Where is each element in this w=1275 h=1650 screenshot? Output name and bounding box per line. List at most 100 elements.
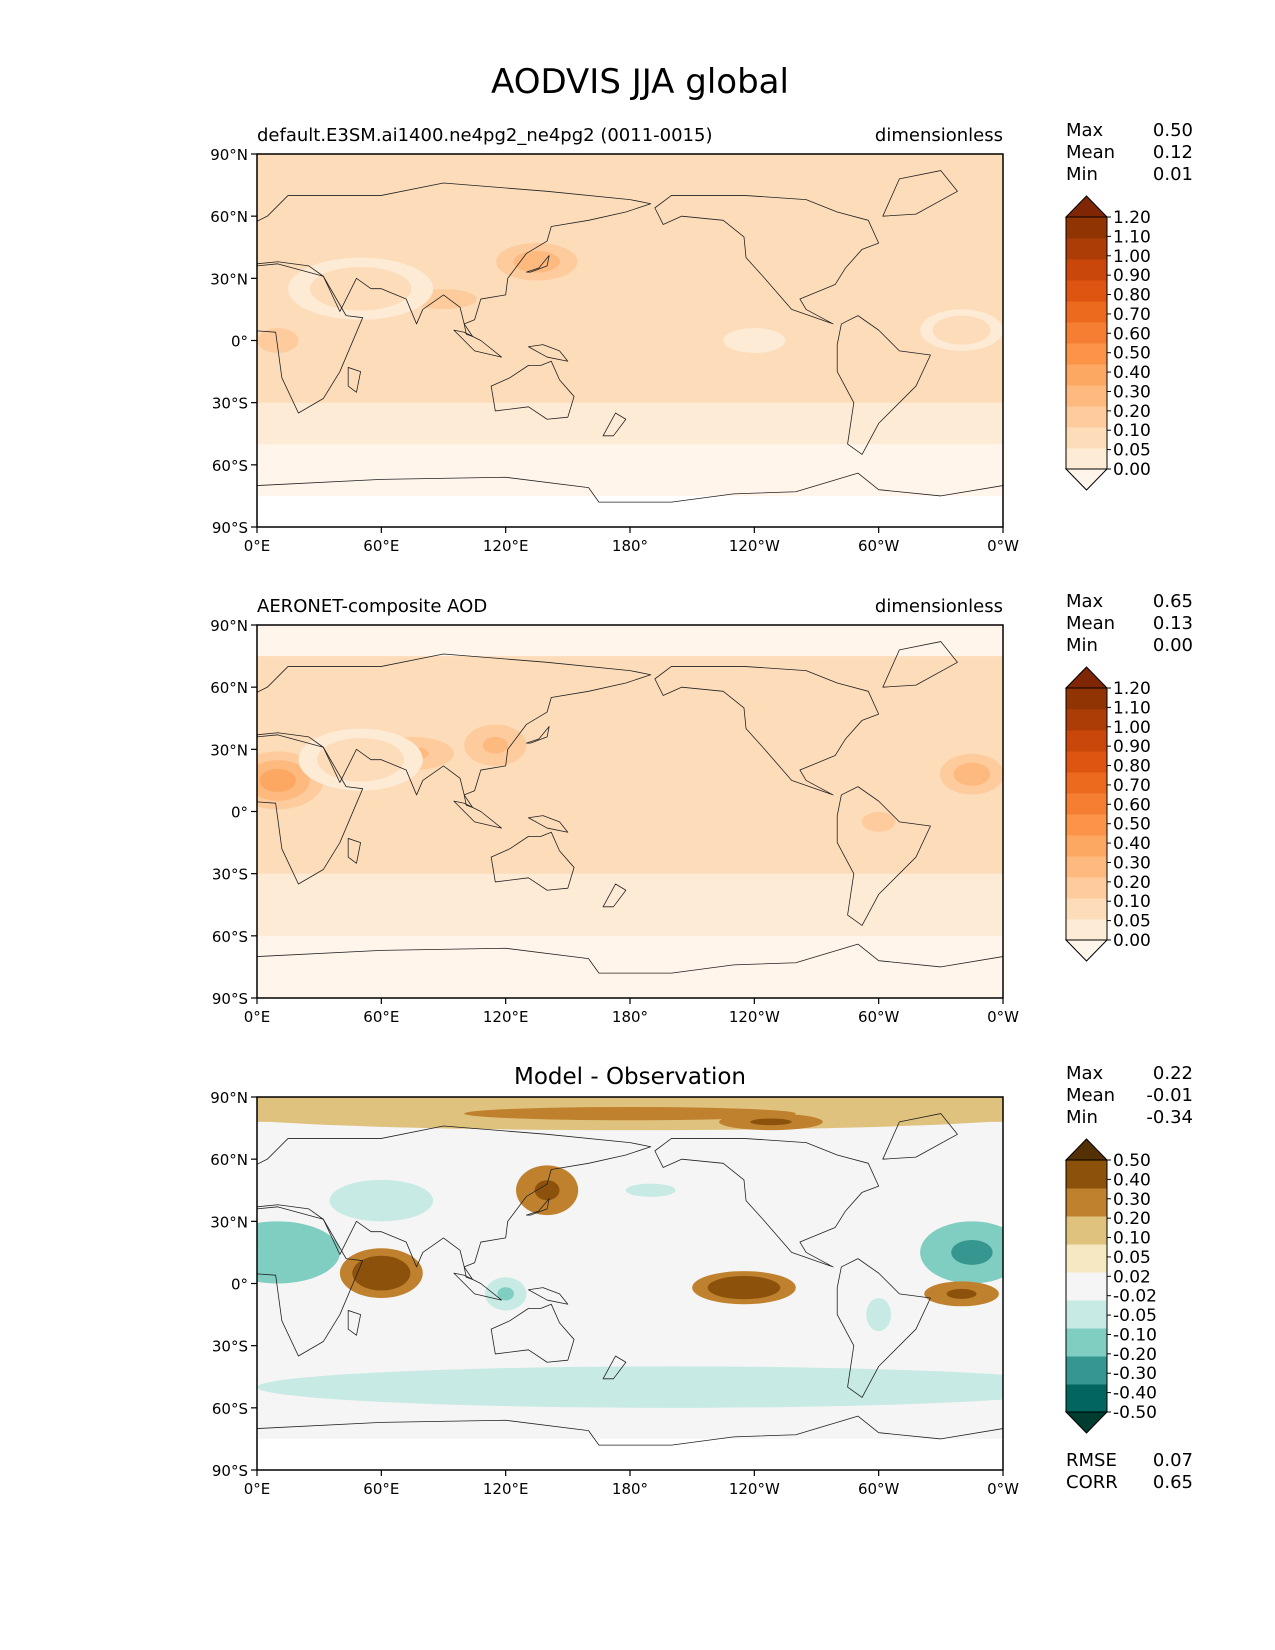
field-contour (862, 811, 896, 832)
colorbar-segment (1066, 238, 1107, 260)
coastline (453, 329, 502, 358)
colorbar-segment (1066, 835, 1107, 857)
colorbar-segment (1066, 448, 1107, 470)
colorbar-segment (1066, 406, 1107, 428)
stat-mean-label: Mean (1066, 1085, 1115, 1106)
colorbar-tick-label: 0.40 (1113, 363, 1151, 383)
y-tick-label: 60°S (212, 457, 248, 475)
field-missing (257, 495, 1003, 527)
colorbar-tick-label: -0.50 (1113, 1403, 1157, 1423)
x-tick-label: 120°E (483, 1008, 529, 1026)
colorbar-segment (1066, 1356, 1107, 1385)
colorbar-tick-label: 0.50 (1113, 815, 1151, 835)
colorbar-tick-label: 0.80 (1113, 757, 1151, 777)
field-missing (257, 1438, 1003, 1470)
coastline (528, 344, 569, 362)
field-contour (464, 1106, 796, 1121)
colorbar-tick-label: 0.30 (1113, 382, 1151, 402)
coastline (463, 794, 473, 808)
colorbar-tick-label: 0.05 (1113, 912, 1151, 932)
x-tick-label: 0°W (987, 1008, 1019, 1026)
colorbar-tick-label: 1.20 (1113, 679, 1151, 699)
colorbar-tick-label: 0.00 (1113, 931, 1151, 951)
colorbar-extend-min (1064, 1411, 1109, 1434)
colorbar-tick-label: 0.05 (1113, 441, 1151, 461)
stat-max-label: Max (1066, 591, 1104, 612)
field-contour (331, 276, 390, 302)
coastline (490, 831, 575, 891)
coastline (347, 1310, 362, 1336)
x-tick-label: 60°W (858, 1008, 900, 1026)
x-tick-label: 60°E (363, 537, 399, 555)
x-tick-label: 0°W (987, 537, 1019, 555)
x-tick-label: 60°E (363, 1008, 399, 1026)
panel-obs-title-right: dimensionless (875, 596, 1003, 617)
colorbar-extend-max (1064, 666, 1109, 689)
colorbar-tick-label: 1.00 (1113, 718, 1151, 738)
colorbar-tick-label: 0.90 (1113, 737, 1151, 757)
figure-title: AODVIS JJA global (491, 62, 789, 102)
coastline (525, 1198, 550, 1216)
field-contour (497, 1287, 514, 1301)
y-tick-label: 90°S (212, 519, 248, 537)
y-tick-label: 60°N (210, 1151, 248, 1169)
colorbar-extend-min (1064, 939, 1109, 962)
stat-mean-value: -0.01 (1146, 1085, 1193, 1106)
panel-model-title-left: default.E3SM.ai1400.ne4pg2_ne4pg2 (0011-… (257, 125, 712, 146)
x-tick-label: 0°W (987, 1480, 1019, 1498)
colorbar-tick-label: 1.00 (1113, 247, 1151, 267)
colorbar-segment (1066, 1272, 1107, 1301)
coastline (836, 786, 931, 926)
panel-model-title-right: dimensionless (875, 125, 1003, 146)
y-tick-label: 60°S (212, 928, 248, 946)
coastline (602, 1355, 627, 1380)
y-tick-label: 30°N (210, 270, 248, 288)
colorbar-tick-label: -0.30 (1113, 1364, 1157, 1384)
field-contour (505, 1378, 838, 1396)
colorbar-tick-label: 0.70 (1113, 776, 1151, 796)
colorbar-tick-label: 0.20 (1113, 873, 1151, 893)
y-tick-label: 30°S (212, 395, 248, 413)
colorbar-segment (1066, 751, 1107, 773)
colorbar-tick-label: 0.10 (1113, 421, 1151, 441)
coastline (528, 1287, 569, 1305)
colorbar-segment (1066, 364, 1107, 386)
coastline (525, 255, 550, 273)
x-tick-label: 0°E (244, 1008, 271, 1026)
x-tick-label: 120°W (729, 1008, 780, 1026)
colorbar-outline (1065, 216, 1108, 470)
colorbar-tick-label: 0.50 (1113, 344, 1151, 364)
panel-diff-colorbar: -0.50-0.40-0.30-0.20-0.10-0.05-0.020.020… (1064, 1138, 1157, 1434)
coastline (347, 367, 362, 393)
colorbar-segment (1066, 877, 1107, 899)
panel-model-axes: 90°N 60°N 30°N 0° 30°S 60°S 90°S0°E 60°E 120°E 18… (210, 146, 1019, 555)
x-tick-label: 60°E (363, 1480, 399, 1498)
coastline (882, 170, 958, 217)
stat-max-value: 0.22 (1153, 1063, 1193, 1084)
coastline (654, 1138, 880, 1268)
y-tick-label: 30°N (210, 741, 248, 759)
colorbar-segment (1066, 427, 1107, 449)
coastline (257, 943, 1003, 998)
y-tick-label: 90°S (212, 1462, 248, 1480)
colorbar-segment (1066, 814, 1107, 836)
colorbar-segment (1066, 730, 1107, 752)
y-tick-label: 60°S (212, 1400, 248, 1418)
panel-obs-axes: 90°N 60°N 30°N 0° 30°S 60°S 90°S0°E 60°E 120°E 18… (210, 617, 1019, 1026)
field-contour (482, 736, 508, 754)
stat-min-label: Min (1066, 164, 1098, 185)
stat-min-label: Min (1066, 1107, 1098, 1128)
colorbar-segment (1066, 688, 1107, 710)
colorbar-tick-label: 0.30 (1113, 1190, 1151, 1210)
coastline (490, 360, 575, 420)
coastline (257, 734, 364, 885)
colorbar-segment (1066, 385, 1107, 407)
field-contour (625, 1183, 676, 1197)
coastline (654, 666, 880, 796)
colorbar-tick-label: 0.05 (1113, 1248, 1151, 1268)
stat-mean-value: 0.13 (1153, 613, 1193, 634)
stat-max-value: 0.50 (1153, 120, 1193, 141)
colorbar-segment (1066, 709, 1107, 731)
colorbar-extend-max (1064, 1138, 1109, 1161)
